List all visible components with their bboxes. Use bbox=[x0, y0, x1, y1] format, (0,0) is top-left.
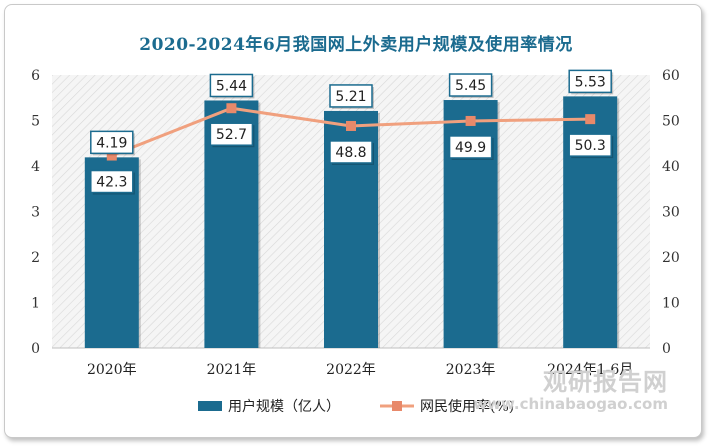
line-value-label-box bbox=[329, 140, 373, 164]
x-tick-label: 2024年1-6月 bbox=[547, 362, 633, 378]
line-value-label-box bbox=[568, 133, 612, 157]
line-value-label: 52.7 bbox=[216, 127, 247, 143]
y-right-tick-label: 40 bbox=[662, 159, 680, 175]
line-point bbox=[465, 115, 476, 126]
bar-value-label: 4.19 bbox=[96, 135, 127, 151]
bar-value-label: 5.45 bbox=[455, 78, 486, 94]
bar-value-label: 5.53 bbox=[575, 74, 606, 90]
x-tick-label: 2022年 bbox=[326, 362, 376, 378]
line-value-label-box bbox=[209, 122, 254, 146]
line-point bbox=[346, 120, 356, 131]
legend-swatch-marker bbox=[392, 401, 402, 411]
y-right-tick-label: 10 bbox=[662, 296, 680, 312]
bar-value-label-box bbox=[209, 73, 254, 98]
line-point bbox=[585, 114, 596, 125]
bar-value-label-box bbox=[329, 84, 373, 108]
legend-label-line: 网民使用率(%) bbox=[420, 398, 514, 415]
legend-swatch-bar bbox=[198, 401, 222, 411]
y-left-tick-label: 2 bbox=[31, 250, 40, 266]
y-left-tick-label: 6 bbox=[31, 68, 40, 84]
line-value-label: 48.8 bbox=[335, 145, 366, 161]
x-tick-label: 2023年 bbox=[446, 362, 496, 378]
y-right-tick-label: 50 bbox=[662, 114, 680, 130]
y-right-tick-label: 0 bbox=[662, 341, 671, 357]
x-tick-label: 2021年 bbox=[207, 362, 257, 378]
line-value-label: 50.3 bbox=[575, 138, 606, 154]
x-tick-label: 2020年 bbox=[87, 362, 137, 378]
y-right-tick-label: 20 bbox=[662, 250, 680, 266]
y-left-tick-label: 3 bbox=[31, 205, 40, 221]
y-left-tick-label: 1 bbox=[31, 296, 40, 312]
line-point bbox=[106, 150, 117, 161]
line-value-label: 42.3 bbox=[96, 175, 127, 191]
chart-title: 2020-2024年6月我国网上外卖用户规模及使用率情况 bbox=[139, 35, 573, 55]
y-left-tick-label: 0 bbox=[31, 341, 40, 357]
bar-value-label-box bbox=[448, 73, 493, 97]
line-value-label-box bbox=[448, 135, 493, 159]
line-value-label: 49.9 bbox=[455, 140, 486, 156]
y-right-tick-label: 30 bbox=[662, 205, 680, 221]
y-right-tick-label: 60 bbox=[662, 68, 680, 84]
y-left-tick-label: 4 bbox=[31, 159, 40, 175]
bar-value-label: 5.21 bbox=[335, 89, 366, 105]
y-left-tick-label: 5 bbox=[31, 114, 40, 130]
line-value-label-box bbox=[90, 169, 134, 194]
line-point bbox=[226, 103, 237, 114]
legend-label-bar: 用户规模（亿人） bbox=[228, 398, 340, 415]
bar-value-label: 5.44 bbox=[216, 78, 247, 94]
bar-value-label-box bbox=[568, 69, 612, 94]
bar-value-label-box bbox=[90, 130, 134, 155]
